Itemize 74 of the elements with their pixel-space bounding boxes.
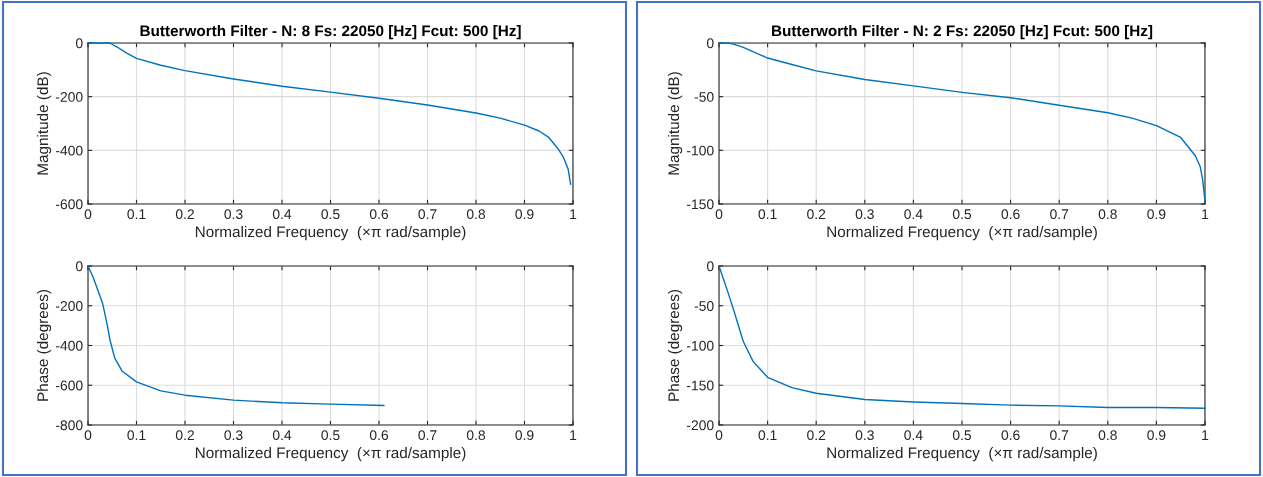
x-tick-label: 0.2	[807, 209, 826, 220]
y-tick-label: -600	[55, 199, 83, 210]
y-tick-label: 0	[706, 38, 714, 49]
x-tick-label: 1	[570, 430, 577, 440]
x-tick-label: 0.3	[855, 430, 874, 441]
x-tick-label: 0.5	[952, 209, 972, 220]
x-tick-label: 0.5	[952, 430, 972, 441]
y-tick-label: -200	[686, 420, 714, 431]
y-axis-title: Magnitude (dB)	[667, 72, 683, 175]
x-tick-label: 0.4	[904, 430, 923, 441]
x-tick-label: 1	[1202, 430, 1209, 440]
x-tick-label: 0.1	[127, 209, 146, 220]
x-tick-label: 0.4	[904, 209, 923, 220]
x-tick-label: 0.1	[127, 430, 146, 441]
x-tick-label: 0.1	[758, 430, 777, 441]
x-tick-label: 0.8	[466, 430, 486, 441]
y-tick-label: -150	[686, 199, 714, 210]
x-tick-label: 0	[84, 430, 92, 441]
x-tick-label: 0.8	[1098, 209, 1117, 220]
x-tick-label: 0	[84, 209, 92, 220]
x-tick-label: 0.9	[515, 430, 534, 441]
x-tick-label: 0.7	[418, 430, 437, 441]
x-tick-label: 0.4	[272, 430, 292, 441]
x-tick-label: 0.7	[1050, 209, 1069, 220]
x-tick-label: 0.5	[321, 209, 340, 220]
line-series	[87, 265, 385, 407]
x-tick-label: 0.6	[1001, 430, 1020, 441]
x-tick-label: 0	[715, 209, 723, 220]
y-tick-label: -600	[55, 380, 83, 391]
chart-title: Butterworth Filter - N: 2 Fs: 22050 [Hz] Fcut: 500 [Hz]	[772, 24, 1153, 40]
y-axis-title: Magnitude (dB)	[36, 72, 52, 175]
x-tick-label: 0.4	[272, 209, 292, 220]
y-tick-label: 0	[706, 261, 714, 272]
x-tick-label: 0.3	[224, 430, 243, 441]
line-series	[718, 42, 1206, 202]
y-tick-label: -200	[55, 301, 83, 311]
y-axis-title: Phase (degrees)	[667, 289, 683, 401]
y-tick-label: -400	[55, 145, 83, 156]
x-tick-label: 0.2	[175, 209, 194, 220]
y-tick-label: -100	[686, 145, 714, 156]
y-tick-label: -800	[55, 420, 83, 431]
x-tick-label: 0.9	[515, 209, 534, 220]
x-tick-label: 0.2	[807, 430, 826, 441]
x-tick-label: 0.7	[418, 209, 437, 220]
y-tick-label: 0	[75, 261, 83, 272]
x-tick-label: 0.6	[1001, 209, 1020, 220]
y-axis-title: Phase (degrees)	[36, 289, 52, 401]
x-tick-label: 0.2	[175, 430, 194, 441]
chart-title: Butterworth Filter - N: 8 Fs: 22050 [Hz] Fcut: 500 [Hz]	[140, 24, 521, 40]
y-tick-label: -200	[55, 92, 83, 102]
x-tick-label: 0.8	[466, 209, 486, 220]
y-tick-label: -400	[55, 340, 83, 351]
x-tick-label: 0.9	[1147, 430, 1166, 441]
x-tick-label: 1	[1202, 209, 1209, 219]
x-tick-label: 0.9	[1147, 209, 1166, 220]
x-tick-label: 1	[570, 209, 577, 219]
x-tick-label: 0.8	[1098, 430, 1117, 441]
x-tick-label: 0.1	[758, 209, 777, 220]
x-tick-label: 0.5	[321, 430, 340, 441]
x-axis-title: Normalized Frequency (×π rad/sample)	[195, 225, 466, 241]
y-tick-label: -100	[686, 340, 714, 351]
x-tick-label: 0.3	[224, 209, 243, 220]
x-tick-label: 0.6	[369, 209, 389, 220]
x-tick-label: 0.7	[1050, 430, 1069, 441]
y-tick-label: -50	[694, 92, 714, 102]
y-tick-label: -50	[694, 301, 714, 311]
y-tick-label: 0	[75, 38, 83, 49]
x-tick-label: 0	[715, 430, 723, 441]
x-tick-label: 0.3	[855, 209, 874, 220]
x-axis-title: Normalized Frequency (×π rad/sample)	[827, 446, 1097, 462]
y-tick-label: -150	[686, 380, 714, 391]
x-tick-label: 0.6	[369, 430, 389, 441]
x-axis-title: Normalized Frequency (×π rad/sample)	[195, 446, 466, 462]
x-axis-title: Normalized Frequency (×π rad/sample)	[827, 225, 1097, 241]
